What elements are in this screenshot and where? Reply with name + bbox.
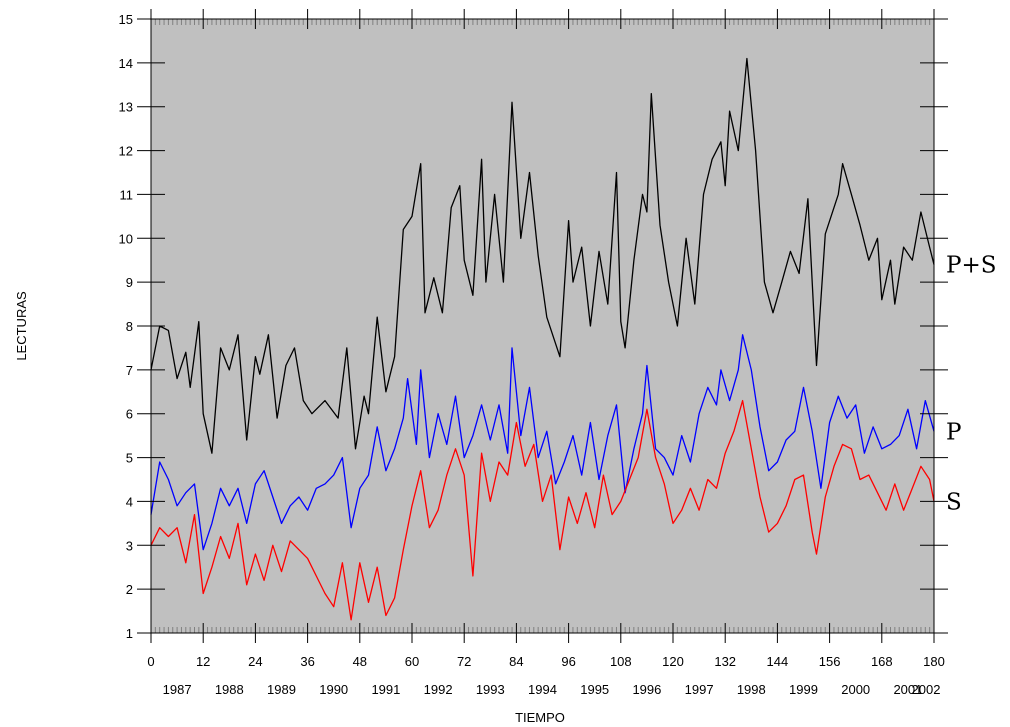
- y-tick-label: 4: [126, 494, 133, 509]
- year-label: 1995: [580, 682, 609, 697]
- x-tick-label: 156: [819, 654, 841, 669]
- year-label: 1990: [319, 682, 348, 697]
- y-tick-label: 6: [126, 407, 133, 422]
- y-tick-label: 11: [120, 187, 134, 202]
- year-label: 1991: [371, 682, 400, 697]
- year-label: 2000: [841, 682, 870, 697]
- y-tick-label: 13: [119, 100, 133, 115]
- year-label: 1988: [215, 682, 244, 697]
- year-label: 1989: [267, 682, 296, 697]
- y-tick-label: 3: [126, 538, 133, 553]
- year-label: 1998: [737, 682, 766, 697]
- x-tick-labels: 0 12 24 36 48 60 72 84 96 108 120 132 144 156 168 180: [147, 654, 944, 669]
- y-tick-label: 5: [126, 451, 133, 466]
- x-tick-label: 36: [300, 654, 314, 669]
- y-tick-label: 14: [119, 56, 133, 71]
- x-tick-label: 96: [561, 654, 575, 669]
- year-label: 1997: [685, 682, 714, 697]
- x-tick-label: 120: [662, 654, 684, 669]
- x-tick-label: 60: [405, 654, 419, 669]
- y-tick-label: 2: [126, 582, 133, 597]
- year-label: 1993: [476, 682, 505, 697]
- year-label: 1994: [528, 682, 557, 697]
- series-line-2: [150, 334, 935, 551]
- series-labels: P+S P S: [946, 253, 997, 516]
- minor-ticks: [154, 19, 931, 633]
- x-tick-label: 144: [767, 654, 789, 669]
- year-label: 2002: [912, 682, 941, 697]
- year-label: 2001: [893, 682, 922, 697]
- x-tick-label: 84: [509, 654, 523, 669]
- y-tick-label: 12: [119, 144, 133, 159]
- series-line-3: [150, 399, 935, 621]
- major-ticks: [137, 9, 948, 643]
- x-axis-title: TIEMPO: [515, 710, 565, 725]
- year-label: 1999: [789, 682, 818, 697]
- series-line-1: [150, 57, 935, 454]
- x-tick-label: 12: [196, 654, 210, 669]
- y-tick-label: 1: [126, 626, 133, 641]
- series-label-1: P+S: [946, 253, 997, 279]
- x-tick-label: 72: [457, 654, 471, 669]
- series-layer: [150, 57, 935, 621]
- year-label: 1996: [632, 682, 661, 697]
- y-tick-label: 15: [119, 12, 133, 27]
- year-label: 1992: [424, 682, 453, 697]
- x-tick-label: 132: [714, 654, 736, 669]
- x-tick-label: 108: [610, 654, 632, 669]
- series-label-3: S: [946, 489, 962, 515]
- y-tick-label: 9: [126, 275, 133, 290]
- y-tick-label: 8: [126, 319, 133, 334]
- x-tick-label: 168: [871, 654, 893, 669]
- x-tick-label: 24: [248, 654, 262, 669]
- y-tick-label: 7: [126, 363, 133, 378]
- year-label: 1987: [163, 682, 192, 697]
- x-tick-label: 0: [147, 654, 154, 669]
- plot-area: [151, 19, 934, 633]
- y-tick-label: 10: [119, 231, 133, 246]
- x-tick-label: 48: [353, 654, 367, 669]
- series-label-2: P: [946, 419, 961, 445]
- x-tick-label: 180: [923, 654, 945, 669]
- year-labels: 1987 1988 1989 1990 1991 1992 1993 1994 1995 1996…: [163, 682, 941, 697]
- y-axis-title: LECTURAS: [14, 291, 29, 361]
